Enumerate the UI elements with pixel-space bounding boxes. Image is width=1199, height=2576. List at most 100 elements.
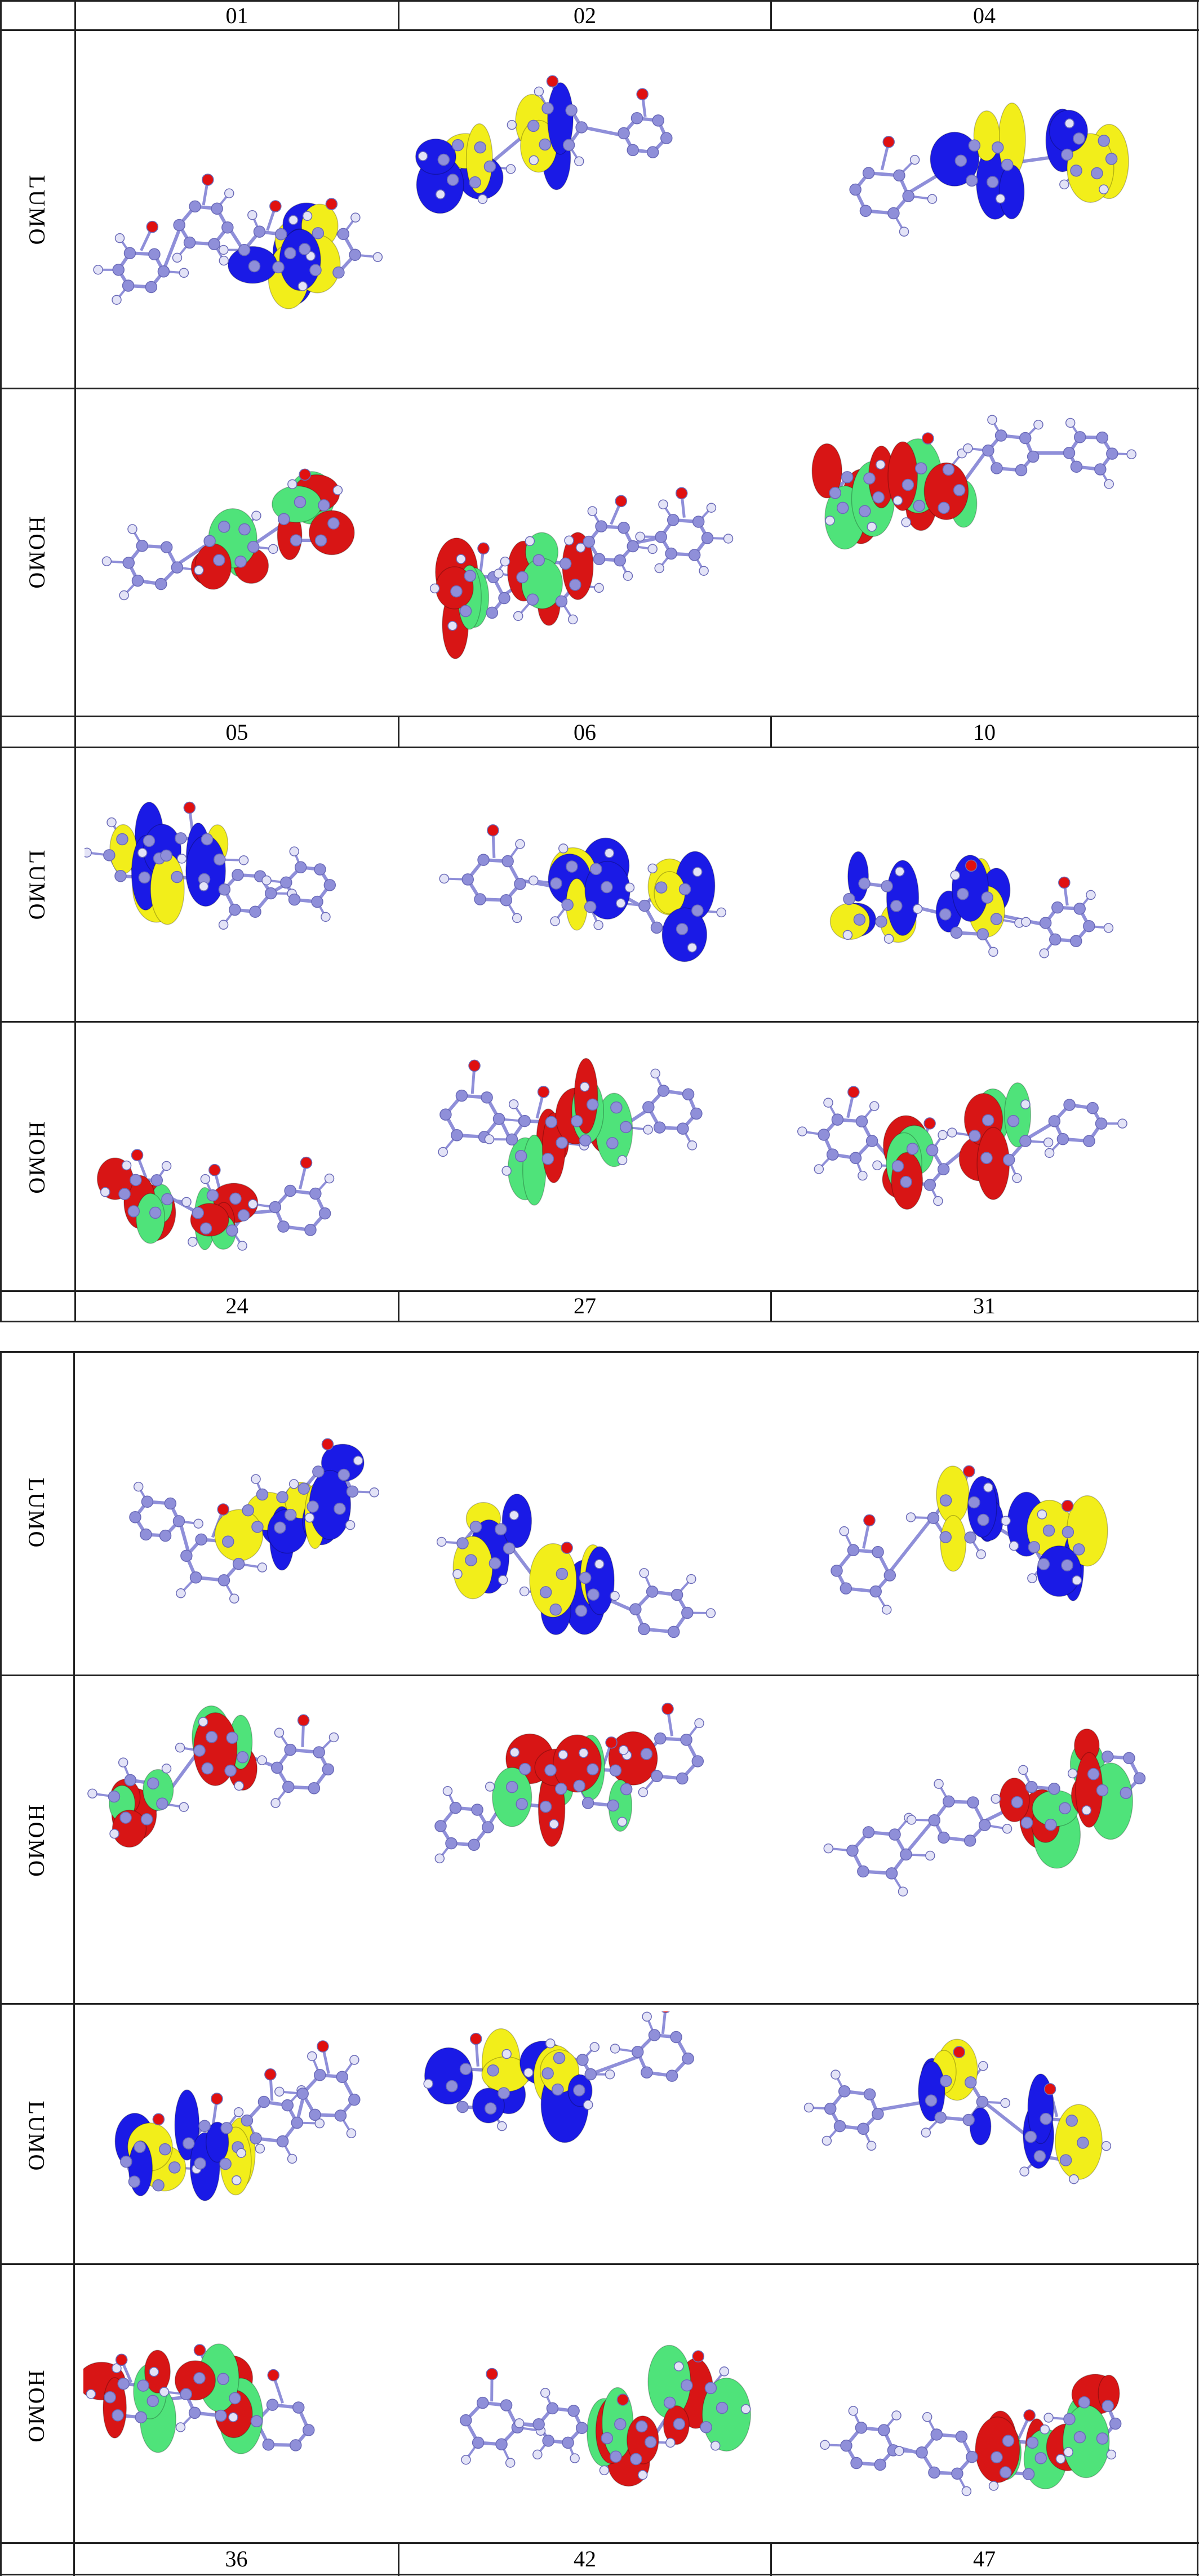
atom-group <box>438 1059 703 1176</box>
orbital-image-lumo <box>85 801 336 930</box>
table-1-row-line <box>0 388 1199 389</box>
table-1-row-line <box>0 1290 1199 1292</box>
orbital-lobe-group <box>587 2344 751 2487</box>
column-label: 01 <box>225 3 248 28</box>
atom-group <box>93 174 383 305</box>
orbital-image-homo <box>101 468 355 601</box>
atom-group <box>423 2011 694 2131</box>
orbital-lobe-group <box>435 532 594 659</box>
atom-group <box>85 801 336 930</box>
orbital-lobe-group <box>548 837 716 962</box>
atom-group <box>100 1149 335 1251</box>
table-1-header-divider <box>398 716 399 747</box>
table-1-border-top <box>0 0 1199 2</box>
atom-group <box>436 1510 716 1638</box>
orbital-image-lumo <box>114 2040 361 2201</box>
column-label: 06 <box>574 719 596 745</box>
table-1-border-bottom <box>0 1321 1199 1322</box>
atom-group <box>101 468 343 601</box>
orbital-image-homo <box>820 2374 1122 2497</box>
atom-group <box>803 2046 1112 2184</box>
orbital-lobe-group <box>811 438 978 550</box>
row-label-homo: HOMO <box>24 516 50 590</box>
atom-group <box>434 1703 704 1864</box>
orbital-image-lumo <box>831 1465 1108 1615</box>
column-label: 24 <box>225 1293 248 1318</box>
atom-group <box>825 415 1136 532</box>
atom-group <box>418 75 673 205</box>
row-label-lumo: LUMO <box>24 2100 50 2172</box>
table-2-border-top <box>0 1351 1199 1353</box>
table-1-row-line <box>0 1021 1199 1023</box>
table-2-row-line <box>0 2542 1199 2544</box>
column-label: 31 <box>973 1293 996 1318</box>
orbital-image-lumo <box>829 851 1114 958</box>
orbital-lobe-group <box>936 1465 1108 1601</box>
atom-group <box>823 1751 1146 1897</box>
orbital-lobe-group <box>882 1082 1031 1210</box>
table-1-header-divider <box>770 1290 772 1322</box>
atom-group <box>797 1086 1127 1206</box>
column-label: 04 <box>973 3 996 28</box>
table-1-border-right <box>1197 0 1198 1322</box>
orbital-image-homo <box>429 487 734 659</box>
column-label: 36 <box>225 2546 248 2571</box>
atom-group <box>831 1465 1085 1615</box>
orbital-image-lumo <box>849 103 1129 237</box>
table-1-label-column-line <box>74 0 76 1322</box>
orbital-image-homo <box>96 1149 335 1251</box>
column-label: 05 <box>225 719 248 745</box>
row-label-lumo: LUMO <box>24 175 50 246</box>
table-2-row-line <box>0 1675 1199 1676</box>
row-label-homo: HOMO <box>24 1121 50 1195</box>
row-label-lumo: LUMO <box>24 1477 50 1549</box>
orbital-image-lumo <box>93 174 383 309</box>
atom-group <box>439 824 726 953</box>
table-1-row-line <box>0 716 1199 717</box>
table-2-row-line <box>0 2263 1199 2265</box>
column-label: 10 <box>973 719 996 745</box>
atom-group <box>87 1714 339 1839</box>
orbital-image-lumo <box>439 824 726 962</box>
table-2-footer-divider <box>398 2542 399 2576</box>
orbital-lobe-group <box>918 2038 1103 2180</box>
column-label: 47 <box>973 2546 996 2571</box>
orbital-image-homo <box>83 2343 315 2454</box>
orbital-image-lumo <box>415 75 673 214</box>
orbital-image-homo <box>460 2344 751 2487</box>
orbital-image-homo <box>434 1703 704 1864</box>
row-label-homo: HOMO <box>24 1804 50 1878</box>
table-1-header-divider <box>398 0 399 31</box>
table-1-border-left <box>0 0 2 1322</box>
orbital-image-lumo <box>129 1438 380 1604</box>
table-2-footer-divider <box>770 2542 772 2576</box>
column-label: 42 <box>574 2546 596 2571</box>
atom-group <box>849 118 1118 237</box>
table-1-row-line <box>0 747 1199 748</box>
orbital-image-homo <box>87 1705 339 1848</box>
table-2-border-left <box>0 1351 2 2576</box>
orbital-image-homo <box>811 415 1136 550</box>
atom-group <box>429 487 734 631</box>
table-2-border-right <box>1197 1351 1198 2576</box>
row-label-homo: HOMO <box>24 2370 50 2444</box>
table-2-row-line <box>0 2003 1199 2005</box>
orbital-image-homo <box>823 1728 1146 1897</box>
orbital-image-lumo <box>423 2011 694 2143</box>
table-1-header-divider <box>770 0 772 31</box>
orbital-image-homo <box>797 1082 1127 1210</box>
table-2-border-bottom <box>0 2574 1199 2575</box>
atom-group <box>129 1438 380 1604</box>
row-label-lumo: LUMO <box>24 850 50 921</box>
atom-group <box>86 2344 315 2451</box>
table-1-header-divider <box>770 716 772 747</box>
table-2-label-column-line <box>73 1351 75 2576</box>
table-1-header-line <box>0 29 1199 31</box>
orbital-image-lumo <box>803 2038 1112 2184</box>
atom-group <box>120 2040 361 2192</box>
orbital-lobe-group <box>109 801 229 925</box>
orbital-lobe-group <box>507 1058 633 1206</box>
orbital-image-lumo <box>436 1493 716 1638</box>
table-1-header-divider <box>398 1290 399 1322</box>
column-label: 02 <box>574 3 596 28</box>
